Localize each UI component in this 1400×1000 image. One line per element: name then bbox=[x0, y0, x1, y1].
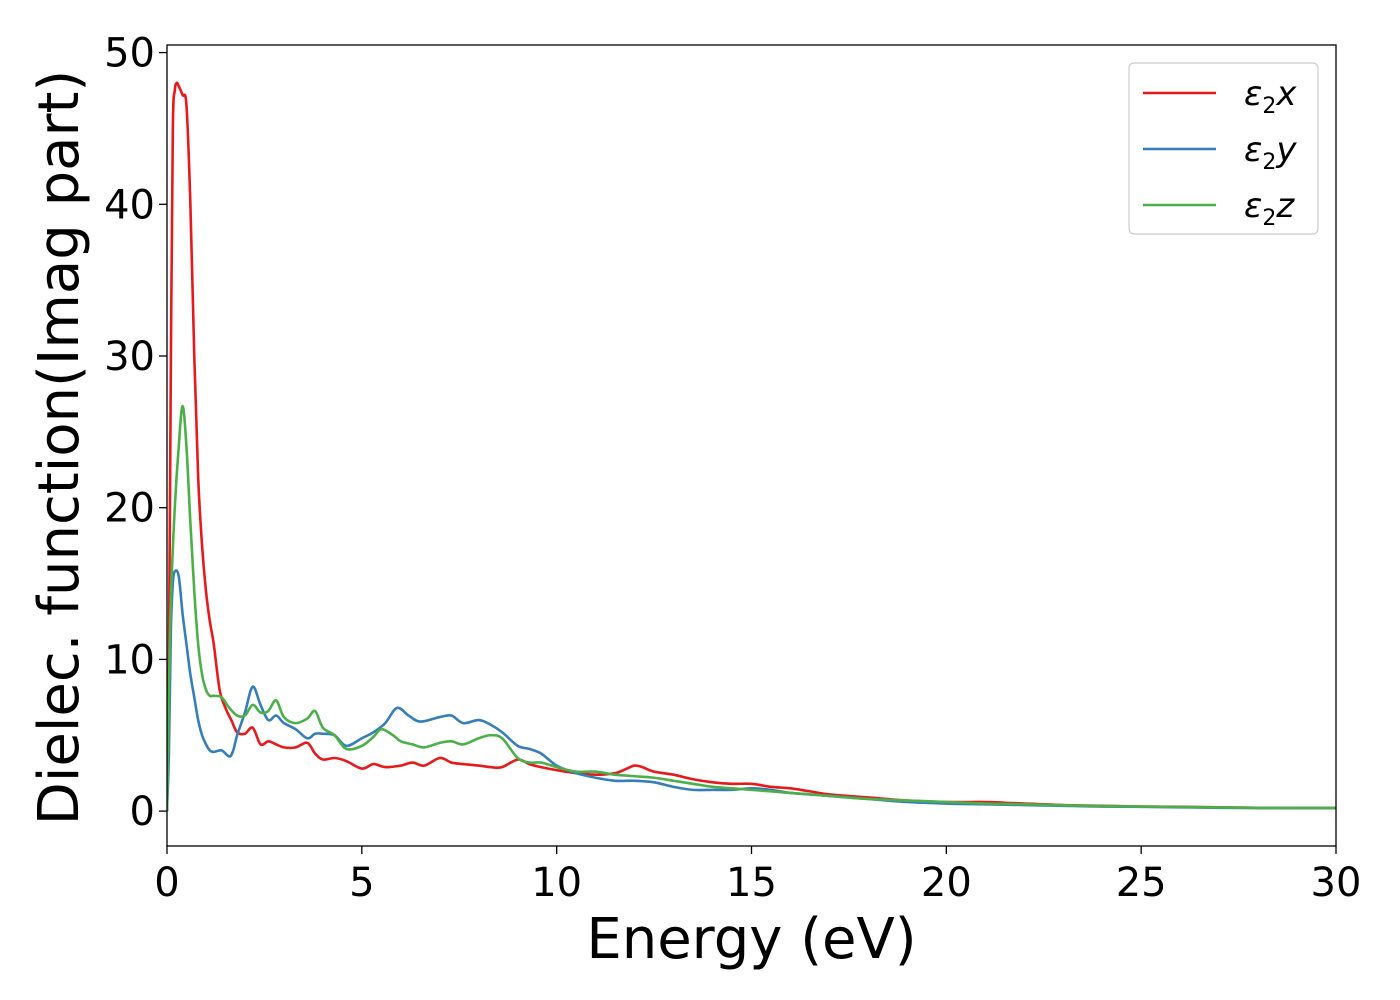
y-tick-label: 20 bbox=[104, 486, 155, 532]
x-tick-label: 25 bbox=[1116, 860, 1167, 906]
x-tick-label: 30 bbox=[1311, 860, 1362, 906]
x-tick-label: 15 bbox=[726, 860, 777, 906]
y-tick-label: 50 bbox=[104, 31, 155, 77]
legend-label-y: ε2y bbox=[1244, 130, 1297, 175]
x-tick-label: 0 bbox=[154, 860, 179, 906]
x-tick-label: 5 bbox=[349, 860, 374, 906]
legend-box bbox=[1128, 62, 1319, 235]
x-tick-label: 20 bbox=[921, 860, 972, 906]
x-axis-label: Energy (eV) bbox=[586, 907, 916, 972]
legend-label-x: ε2x bbox=[1244, 74, 1297, 119]
x-tick-label: 10 bbox=[531, 860, 582, 906]
series-line-x bbox=[167, 81, 1336, 812]
legend-label-z: ε2z bbox=[1244, 186, 1295, 231]
y-tick-label: 0 bbox=[130, 789, 155, 835]
y-tick-label: 40 bbox=[104, 182, 155, 228]
y-tick-label: 10 bbox=[104, 637, 155, 683]
series-layer bbox=[167, 81, 1336, 812]
y-tick-label: 30 bbox=[104, 334, 155, 380]
y-axis-label: Dielec. function(Imag part) bbox=[27, 70, 92, 826]
x-axis: 0 5 10 15 20 25 30 bbox=[154, 846, 1361, 906]
y-axis: 0 10 20 30 40 50 bbox=[104, 31, 167, 835]
legend: ε2x ε2y ε2z bbox=[1128, 62, 1319, 235]
series-line-z bbox=[167, 404, 1336, 812]
